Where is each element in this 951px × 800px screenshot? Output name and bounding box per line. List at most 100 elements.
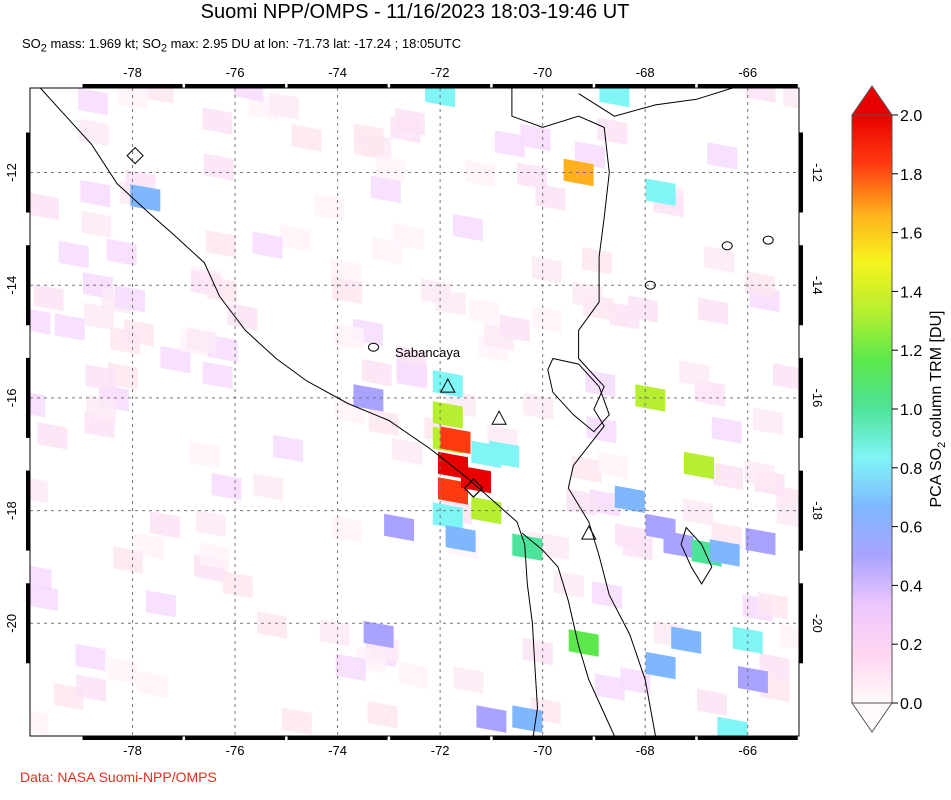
summary-max: max: 2.95 DU at lon: -71.73 lat: -17.24 … bbox=[167, 36, 462, 51]
frame-tick-bottom bbox=[82, 736, 183, 740]
colorbar-tick-label: 0.4 bbox=[900, 578, 922, 595]
frame-tick-right bbox=[799, 132, 803, 213]
volcano-markers bbox=[126, 146, 597, 540]
colorbar-tick-label: 0.8 bbox=[900, 461, 922, 478]
so2-cell bbox=[363, 620, 394, 649]
lon-tick-label-top: -72 bbox=[431, 65, 450, 80]
island-diamond-icon bbox=[126, 146, 144, 165]
so2-summary: SO2 mass: 1.969 kt; SO2 max: 2.95 DU at … bbox=[22, 36, 461, 55]
frame-tick-right bbox=[799, 245, 803, 326]
page-title: Suomi NPP/OMPS - 11/16/2023 18:03-19:46 … bbox=[200, 1, 630, 23]
so2-cell bbox=[432, 401, 463, 429]
background-cell bbox=[281, 707, 312, 735]
colorbar-title-pre: PCA SO bbox=[928, 448, 945, 508]
background-cell bbox=[332, 515, 362, 543]
lon-tick-label-bottom: -68 bbox=[636, 743, 655, 758]
background-cell bbox=[80, 180, 111, 208]
background-cell bbox=[713, 462, 743, 490]
summary-sub-2: 2 bbox=[160, 42, 168, 55]
lon-tick-label-bottom: -66 bbox=[738, 743, 757, 758]
so2-cell bbox=[438, 477, 468, 505]
lat-tick-label-right: -18 bbox=[810, 501, 825, 520]
frame-tick-right bbox=[799, 357, 803, 438]
so2-cell bbox=[461, 465, 491, 494]
colorbar-tick-label: 2.0 bbox=[900, 108, 922, 125]
background-cell bbox=[361, 359, 392, 387]
background-cell bbox=[468, 297, 499, 326]
background-cell bbox=[160, 346, 191, 374]
country-border bbox=[511, 88, 656, 736]
background-cell bbox=[53, 682, 84, 711]
background-cell bbox=[30, 584, 58, 612]
small-lake bbox=[721, 241, 733, 251]
background-cell bbox=[585, 369, 616, 398]
background-cell bbox=[494, 130, 525, 158]
volcano-triangle-icon bbox=[439, 378, 456, 393]
summary-mass: mass: 1.969 kt; SO bbox=[46, 36, 161, 51]
background-cell bbox=[81, 210, 112, 239]
frame-tick-right bbox=[799, 583, 803, 664]
background-cell bbox=[314, 193, 345, 221]
background-cell bbox=[33, 284, 64, 312]
lake-poopo bbox=[680, 526, 713, 585]
background-cell bbox=[368, 409, 399, 437]
frame-ticks bbox=[26, 84, 803, 740]
volcano-triangle-icon bbox=[491, 410, 507, 425]
background-cell bbox=[752, 407, 783, 436]
colorbar-title-sub: 2 bbox=[936, 442, 948, 448]
background-cell bbox=[592, 581, 623, 609]
background-cell bbox=[137, 670, 168, 698]
background-cell bbox=[367, 701, 398, 729]
axis-labels: -78 -78 -76 -76 -74 -74 -72 -72 -70 -70 -68 -68 -66 -… bbox=[4, 65, 825, 758]
so2-cell bbox=[663, 530, 694, 559]
background-cell bbox=[30, 392, 46, 418]
background-cell bbox=[745, 271, 775, 299]
background-cell bbox=[202, 361, 233, 389]
background-cell bbox=[574, 141, 605, 169]
lon-tick-label-bottom: -74 bbox=[328, 743, 347, 758]
background-cell bbox=[375, 155, 406, 183]
background-cell bbox=[597, 117, 628, 145]
lat-tick-label-left: -14 bbox=[4, 276, 19, 295]
background-cell bbox=[372, 237, 403, 265]
so2-cell bbox=[709, 539, 740, 567]
so2-cells bbox=[130, 88, 776, 736]
chile-bolivia-border bbox=[521, 532, 615, 736]
background-cell bbox=[54, 313, 85, 341]
colorbar-tick-label: 1.8 bbox=[900, 167, 922, 184]
background-cell bbox=[698, 297, 729, 325]
background-cell bbox=[115, 285, 145, 313]
lat-tick-label-right: -20 bbox=[810, 614, 825, 633]
background-cell bbox=[353, 123, 384, 151]
background-cell bbox=[37, 422, 68, 450]
so2-cell bbox=[645, 651, 676, 680]
background-cell bbox=[704, 245, 735, 274]
frame-tick-top bbox=[492, 84, 593, 88]
background-cell bbox=[452, 213, 483, 242]
summary-sub: 2 bbox=[40, 42, 47, 55]
small-lake bbox=[368, 342, 379, 352]
background-cell bbox=[205, 230, 236, 258]
small-lake bbox=[644, 280, 656, 290]
so2-cell bbox=[635, 384, 666, 412]
so2-cell bbox=[684, 451, 714, 480]
lon-tick-label-bottom: -70 bbox=[533, 743, 552, 758]
background-cell bbox=[566, 488, 597, 516]
background-cell bbox=[227, 302, 258, 331]
background-cell bbox=[76, 674, 107, 702]
map-area bbox=[30, 88, 799, 736]
frame-tick-top bbox=[595, 84, 696, 88]
background-cell bbox=[75, 643, 106, 672]
colorbar-tick-label: 1.6 bbox=[900, 226, 922, 243]
so2-cell bbox=[440, 426, 471, 454]
background-cell bbox=[757, 591, 788, 620]
background-cell bbox=[143, 88, 174, 104]
lake-titicaca bbox=[547, 357, 610, 433]
lon-tick-label-top: -68 bbox=[636, 65, 655, 80]
background-cell bbox=[523, 392, 554, 421]
background-cell bbox=[30, 477, 48, 504]
frame-tick-left bbox=[26, 357, 30, 438]
coastline bbox=[39, 88, 774, 736]
